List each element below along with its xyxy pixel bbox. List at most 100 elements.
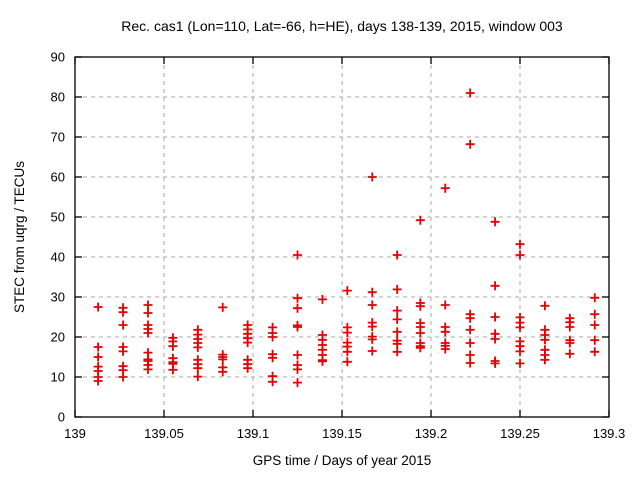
data-point-marker [293,378,302,388]
plot-border-and-ticks [74,56,610,418]
data-point-marker [317,294,327,304]
data-point-marker [367,346,377,356]
x-tick-label: 139.05 [144,426,184,441]
data-point-marker [118,320,128,330]
y-tick-label: 50 [51,210,65,225]
data-point-marker [367,287,377,297]
data-points [93,88,600,388]
y-tick-label: 60 [51,170,65,185]
data-point-marker [465,313,475,323]
data-point-marker [367,322,377,332]
y-axis-label: STEC from uqrg / TECUs [12,161,27,313]
y-tick-label: 70 [51,130,65,145]
data-point-marker [490,217,500,227]
data-point-marker [143,364,153,374]
data-point-marker [565,322,575,332]
y-tick-label: 20 [51,330,65,345]
data-point-marker [465,325,475,335]
y-tick-label: 0 [58,410,65,425]
data-point-marker [465,350,475,360]
data-point-marker [193,363,203,373]
data-point-marker [168,365,178,375]
data-point-marker [143,300,153,310]
data-point-marker [268,353,278,363]
data-point-marker [465,88,475,98]
data-point-marker [118,346,128,356]
data-point-marker [415,301,425,311]
x-tick-label: 139.25 [500,426,540,441]
data-point-marker [367,300,377,310]
data-point-marker [293,303,302,313]
data-point-marker [465,139,475,149]
data-point-marker [367,334,377,344]
data-point-marker [590,320,600,330]
data-point-marker [515,322,525,332]
data-point-marker [540,335,550,345]
data-point-marker [268,332,278,342]
data-point-marker [293,293,302,303]
tick-labels: 139 139.05 139.1 139.15 139.2 139.25 139.3 0 10 2… [51,50,626,442]
data-point-marker [367,172,377,182]
data-point-marker [218,302,228,312]
data-point-marker [93,376,103,386]
data-point-marker [143,328,153,338]
data-point-marker [293,364,302,374]
data-point-marker [118,307,128,317]
data-point-marker [293,350,302,360]
data-point-marker [392,339,402,349]
data-point-marker [342,357,352,367]
data-point-marker [590,309,600,319]
data-point-marker [342,347,352,357]
data-point-marker [342,286,352,296]
x-tick-label: 139.3 [593,426,626,441]
y-tick-label: 30 [51,290,65,305]
data-point-marker [168,341,178,351]
data-point-marker [118,372,128,382]
data-point-marker [590,335,600,345]
x-tick-label: 139.2 [415,426,448,441]
data-point-marker [317,356,327,366]
data-point-marker [342,328,352,338]
data-point-marker [540,355,550,365]
data-point-marker [440,183,450,193]
data-point-marker [415,343,425,353]
data-point-marker [243,363,253,373]
data-point-marker [540,301,550,311]
data-point-marker [490,312,500,322]
data-point-marker [440,327,450,337]
data-point-marker [392,250,402,260]
data-point-marker [490,358,500,368]
data-point-marker [415,328,425,338]
y-tick-label: 90 [51,50,65,65]
x-tick-label: 139.1 [237,426,270,441]
data-point-marker [293,322,302,332]
data-point-marker [218,367,228,377]
data-point-marker [465,338,475,348]
data-point-marker [515,358,525,368]
data-point-marker [490,334,500,344]
data-point-marker [193,372,203,382]
data-point-marker [293,250,302,260]
chart-title: Rec. cas1 (Lon=110, Lat=-66, h=HE), days… [121,18,563,34]
x-axis-label: GPS time / Days of year 2015 [253,453,432,468]
y-tick-label: 10 [51,370,65,385]
data-point-marker [590,293,600,303]
data-point-marker [143,308,153,318]
data-point-marker [392,314,402,324]
data-point-marker [392,284,402,294]
data-point-marker [392,306,402,316]
data-point-marker [415,215,425,225]
data-point-marker [515,239,525,249]
data-point-marker [392,347,402,357]
data-point-marker [465,358,475,368]
data-point-marker [565,349,575,359]
data-point-marker [565,338,575,348]
data-point-marker [515,250,525,260]
data-point-marker [193,342,203,352]
data-point-marker [440,300,450,310]
data-point-marker [490,281,500,291]
data-point-marker [243,338,253,348]
y-tick-label: 40 [51,250,65,265]
